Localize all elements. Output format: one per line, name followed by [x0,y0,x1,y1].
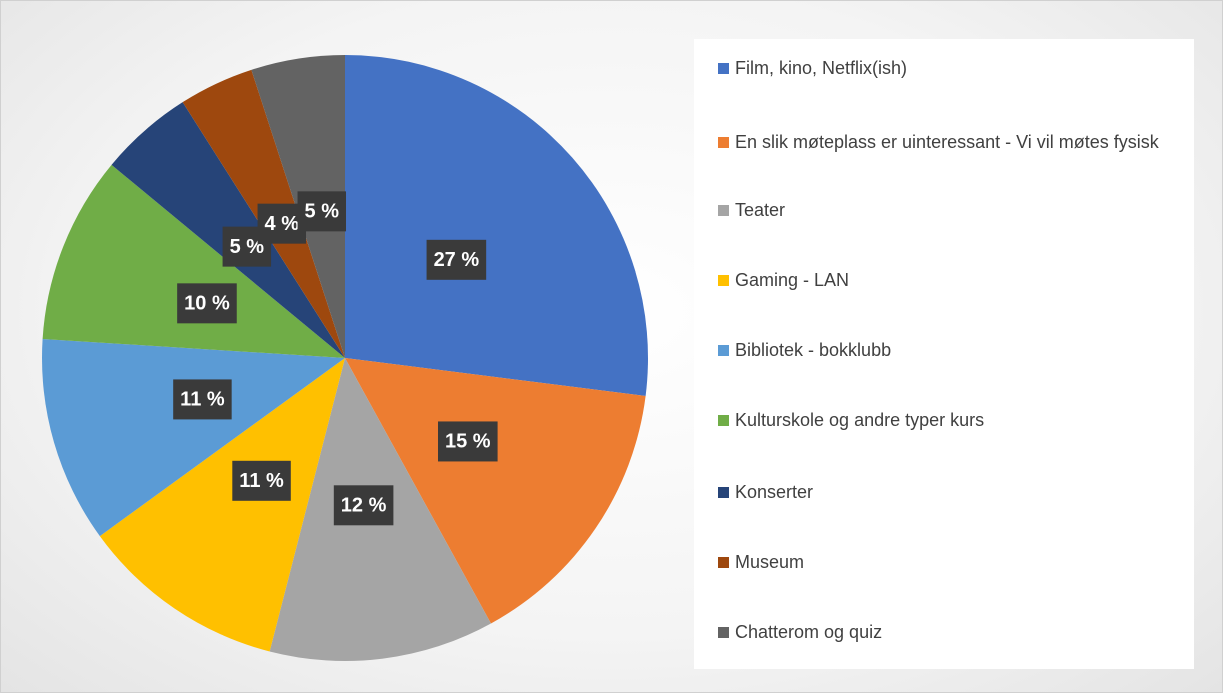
legend-label: Teater [735,200,786,220]
legend-item: Bibliotek - bokklubb [718,338,1195,362]
data-label-box [426,239,487,280]
legend-label: En slik møteplass er uinteressant - Vi v… [735,132,1159,152]
legend-item: En slik møteplass er uinteressant - Vi v… [718,130,1195,154]
legend-label: Konserter [735,482,814,502]
pie-slice [42,338,346,537]
legend-swatch [718,487,729,498]
data-label-text: 12 % [341,495,387,517]
legend-item: Kulturskole og andre typer kurs [718,408,1195,432]
legend-swatch [718,345,729,356]
data-label: 11 % [173,379,232,420]
legend-label: Kulturskole og andre typer kurs [735,410,985,430]
legend-swatch [718,205,729,216]
pie-slice [99,358,345,652]
data-label-text: 11 % [180,389,225,411]
legend-swatch [718,415,729,426]
legend-item: Konserter [718,480,1195,504]
data-label-text: 11 % [239,470,284,492]
data-label-box [173,379,232,420]
data-label: 11 % [232,460,291,501]
pie-slice [345,358,646,624]
data-label-text: 10 % [184,293,230,315]
data-label-text: 27 % [434,249,480,271]
data-label-text: 5 % [305,201,340,223]
legend-item: Chatterom og quiz [718,620,1195,644]
legend-label: Chatterom og quiz [735,622,883,642]
data-label: 15 % [437,421,498,462]
data-label-text: 5 % [230,236,265,258]
data-label-box [333,485,394,526]
legend-label: Film, kino, Netflix(ish) [735,58,908,78]
legend-swatch [718,137,729,148]
legend-swatch [718,275,729,286]
legend-label: Museum [735,552,805,572]
data-label-box [297,191,347,232]
legend-item: Museum [718,550,1195,574]
data-label-text: 15 % [445,431,491,453]
data-label-box [437,421,498,462]
legend-item: Gaming - LAN [718,268,1195,292]
data-label-box [177,283,237,324]
data-label: 27 % [426,239,487,280]
legend-item: Teater [718,198,1195,222]
legend-label: Bibliotek - bokklubb [735,340,892,360]
legend-swatch [718,557,729,568]
data-label-text: 4 % [265,213,300,235]
data-label-box [232,460,291,501]
data-label: 10 % [177,283,237,324]
pie-slice [42,164,345,358]
legend-item: Film, kino, Netflix(ish) [718,56,1195,80]
legend-swatch [718,627,729,638]
pie-slice [345,55,649,396]
legend: Film, kino, Netflix(ish) En slik møteplas… [694,39,1194,669]
data-label: 5 % [297,191,347,232]
legend-label: Gaming - LAN [735,270,850,290]
legend-swatch [718,63,729,74]
data-label: 12 % [333,485,394,526]
